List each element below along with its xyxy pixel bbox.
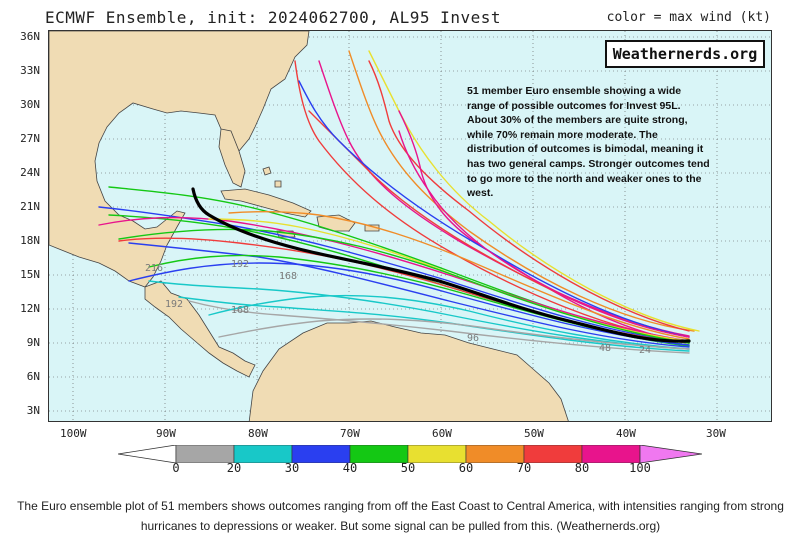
lat-label-3n: 3N (26, 404, 40, 417)
lon-label-90w: 90W (156, 427, 176, 440)
land-cuba (220, 188, 312, 218)
track-member (188, 300, 690, 354)
track-member (318, 60, 690, 337)
track-member (98, 206, 690, 344)
land-puerto-rico (364, 224, 380, 232)
track-hour-label: 192 (231, 259, 249, 270)
track-member (294, 60, 690, 342)
land-florida (218, 128, 246, 188)
lon-label-40w: 40W (616, 427, 636, 440)
lat-label-21n: 21N (20, 200, 40, 213)
track-hour-label: 48 (599, 343, 611, 354)
colorbar-tick: 70 (516, 461, 532, 475)
lat-label-30n: 30N (20, 98, 40, 111)
track-member (178, 296, 690, 352)
lat-label-36n: 36N (20, 30, 40, 43)
land-central-america (144, 280, 256, 378)
track-hour-label: 24 (639, 345, 651, 356)
track-member (148, 280, 690, 350)
lon-label-50w: 50W (524, 427, 544, 440)
colorbar-lower-arrow (118, 445, 177, 463)
track-member (348, 50, 695, 332)
colorbar-tick: 80 (574, 461, 590, 475)
lat-label-18n: 18N (20, 234, 40, 247)
colorbar-tick: 20 (226, 461, 242, 475)
ensemble-tracks (98, 50, 700, 354)
map-canvas: 216 192 192 168 168 96 48 24 (49, 31, 771, 421)
colorbar-segment (233, 445, 293, 463)
track-member (368, 50, 700, 332)
track-hour-label: 168 (279, 271, 297, 282)
colorbar-segment (291, 445, 351, 463)
track-member (208, 294, 690, 350)
track-member (398, 130, 690, 338)
lon-label-60w: 60W (432, 427, 452, 440)
lon-label-100w: 100W (60, 427, 87, 440)
lat-label-9n: 9N (26, 336, 40, 349)
figure-title: ECMWF Ensemble, init: 2024062700, AL95 I… (45, 8, 501, 27)
lon-label-80w: 80W (248, 427, 268, 440)
track-member (368, 60, 690, 332)
track-member (98, 216, 690, 342)
track-hour-label: 192 (165, 299, 183, 310)
colorbar-tick: 100 (629, 461, 651, 475)
figure-caption: The Euro ensemble plot of 51 members sho… (17, 499, 784, 533)
land-south-america (248, 320, 569, 421)
colorbar-tick: 50 (400, 461, 416, 475)
lat-label-15n: 15N (20, 268, 40, 281)
colorbar-segment (465, 445, 525, 463)
colorbar-upper-arrow (639, 445, 702, 463)
track-member (128, 262, 690, 346)
ensemble-mean-track (191, 187, 691, 343)
land-bahamas (262, 166, 282, 188)
color-legend-title: color = max wind (kt) (606, 10, 771, 25)
colorbar-tick: 60 (458, 461, 474, 475)
track-member (128, 242, 690, 348)
track-hour-label: 96 (467, 333, 479, 344)
lat-label-24n: 24N (20, 166, 40, 179)
lon-label-70w: 70W (340, 427, 360, 440)
track-member (298, 80, 690, 338)
colorbar-segment (407, 445, 467, 463)
ensemble-figure: ECMWF Ensemble, init: 2024062700, AL95 I… (20, 8, 772, 475)
weathernerds-brand: Weathernerds.org (605, 40, 765, 68)
colorbar-tick: 0 (172, 461, 180, 475)
track-member (218, 318, 690, 350)
lat-label-12n: 12N (20, 302, 40, 315)
lon-label-30w: 30W (706, 427, 726, 440)
colorbar-segment (175, 445, 235, 463)
wind-colorbar (118, 445, 702, 463)
colorbar-tick: 40 (342, 461, 358, 475)
track-member (228, 210, 690, 340)
track-hour-label: 168 (231, 305, 249, 316)
colorbar-segment (523, 445, 583, 463)
lat-label-27n: 27N (20, 132, 40, 145)
track-hour-labels: 216 192 192 168 168 96 48 24 (145, 259, 651, 356)
track-member (118, 228, 690, 344)
lat-label-33n: 33N (20, 64, 40, 77)
ensemble-track-map: 216 192 192 168 168 96 48 24 (48, 30, 772, 422)
track-hour-label: 216 (145, 263, 163, 274)
map-annotation: 51 member Euro ensemble showing a wide r… (467, 85, 710, 200)
colorbar-tick: 30 (284, 461, 300, 475)
lat-label-6n: 6N (26, 370, 40, 383)
colorbar-segment (349, 445, 409, 463)
